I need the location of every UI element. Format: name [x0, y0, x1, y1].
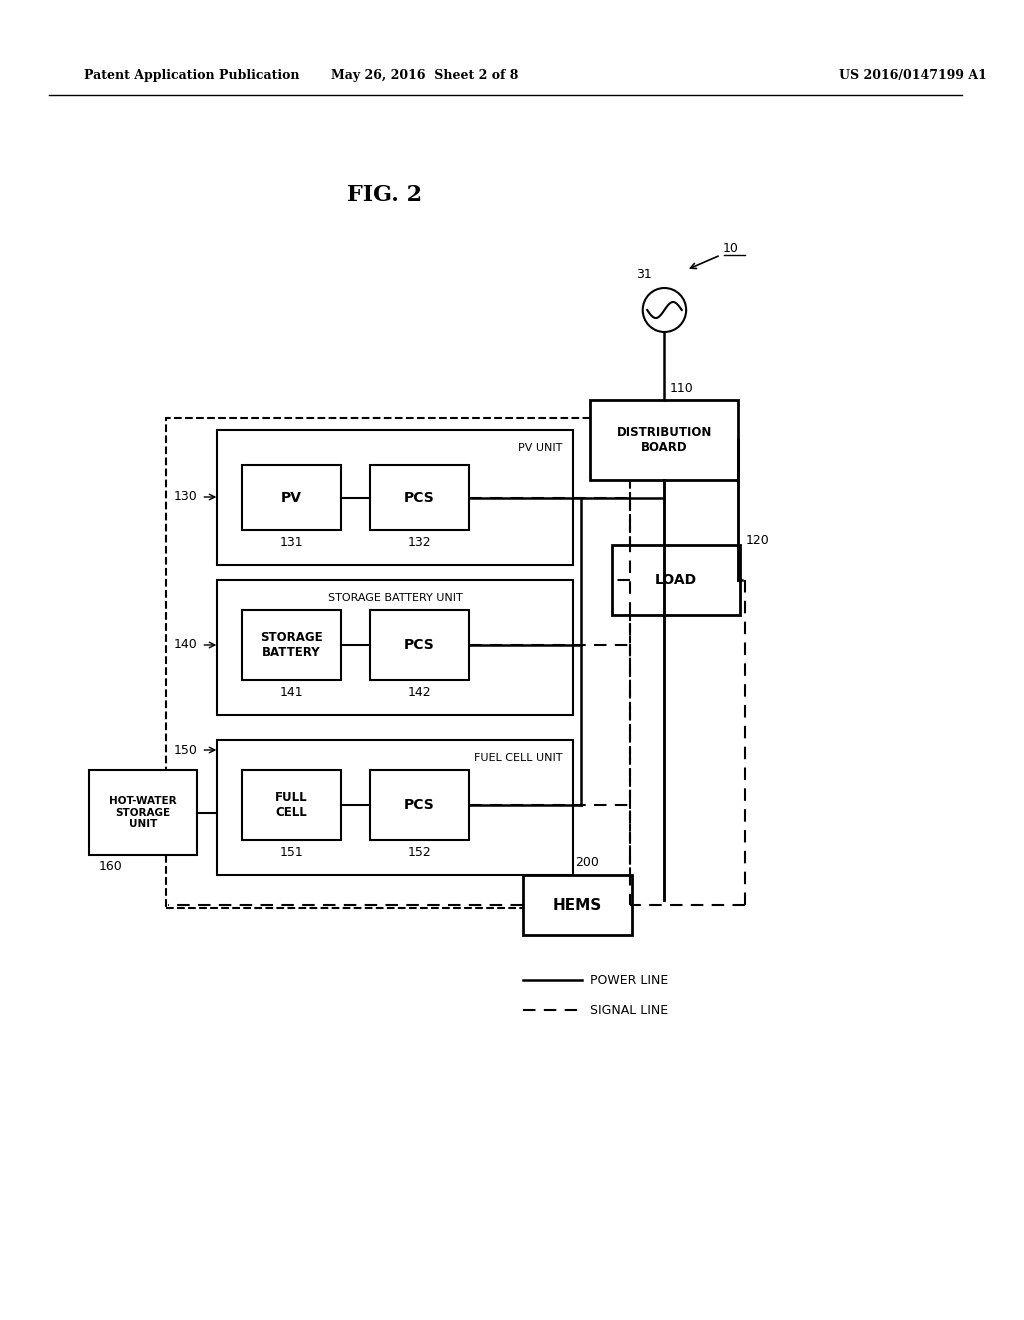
Bar: [89, 770, 198, 855]
Text: FULL
CELL: FULL CELL: [274, 791, 307, 818]
Text: STORAGE BATTERY UNIT: STORAGE BATTERY UNIT: [328, 593, 462, 603]
Text: POWER LINE: POWER LINE: [591, 974, 669, 986]
Bar: [523, 875, 632, 935]
Bar: [371, 465, 469, 531]
Bar: [217, 741, 572, 875]
Text: 152: 152: [408, 846, 431, 858]
Bar: [242, 770, 341, 840]
Text: 200: 200: [575, 857, 599, 870]
Text: FUEL CELL UNIT: FUEL CELL UNIT: [474, 752, 563, 763]
Bar: [166, 418, 630, 908]
Text: FIG. 2: FIG. 2: [347, 183, 423, 206]
Bar: [217, 579, 572, 715]
Text: Patent Application Publication: Patent Application Publication: [84, 69, 299, 82]
Text: STORAGE
BATTERY: STORAGE BATTERY: [260, 631, 323, 659]
Text: US 2016/0147199 A1: US 2016/0147199 A1: [840, 69, 987, 82]
Text: 160: 160: [98, 861, 123, 874]
Text: 151: 151: [280, 846, 303, 858]
Bar: [371, 770, 469, 840]
Text: PV: PV: [281, 491, 302, 504]
Text: 142: 142: [408, 685, 431, 698]
Text: 150: 150: [174, 743, 198, 756]
Text: 110: 110: [670, 381, 693, 395]
Text: DISTRIBUTION
BOARD: DISTRIBUTION BOARD: [616, 426, 712, 454]
Text: PV UNIT: PV UNIT: [518, 444, 563, 453]
Bar: [371, 610, 469, 680]
Text: 140: 140: [174, 639, 198, 652]
Text: PCS: PCS: [404, 799, 435, 812]
Text: PCS: PCS: [404, 638, 435, 652]
Text: 141: 141: [280, 685, 303, 698]
Text: 132: 132: [408, 536, 431, 549]
Text: SIGNAL LINE: SIGNAL LINE: [591, 1003, 669, 1016]
Text: PCS: PCS: [404, 491, 435, 504]
Bar: [242, 610, 341, 680]
Text: 31: 31: [636, 268, 651, 281]
Bar: [217, 430, 572, 565]
Bar: [242, 465, 341, 531]
Text: May 26, 2016  Sheet 2 of 8: May 26, 2016 Sheet 2 of 8: [331, 69, 518, 82]
Text: HEMS: HEMS: [553, 898, 602, 912]
Text: 10: 10: [723, 242, 738, 255]
Text: 131: 131: [280, 536, 303, 549]
Text: 120: 120: [745, 533, 769, 546]
Text: LOAD: LOAD: [655, 573, 697, 587]
Text: HOT-WATER
STORAGE
UNIT: HOT-WATER STORAGE UNIT: [110, 796, 177, 829]
Bar: [591, 400, 738, 480]
Bar: [612, 545, 740, 615]
Text: 130: 130: [174, 491, 198, 503]
